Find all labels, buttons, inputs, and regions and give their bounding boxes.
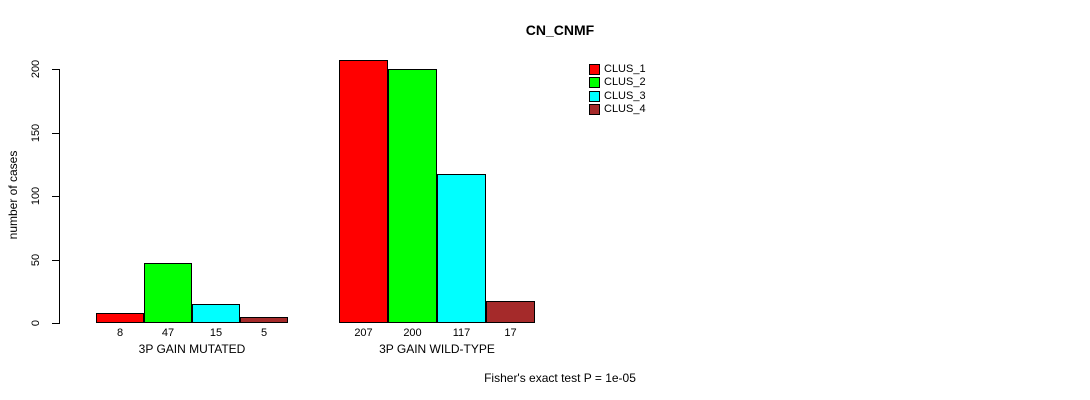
chart-title: CN_CNMF [525, 22, 595, 38]
y-axis-tick-label: 200 [30, 59, 42, 79]
bar [486, 301, 535, 323]
bar [437, 174, 486, 323]
bar [96, 312, 144, 323]
legend-item: CLUS_3 [589, 89, 646, 102]
legend-swatch [589, 77, 600, 89]
bar [240, 316, 288, 323]
x-axis-group-label: 3P GAIN WILD-TYPE [379, 342, 495, 356]
bar-value-label: 117 [452, 327, 471, 339]
legend-label: CLUS_2 [604, 76, 646, 89]
legend-label: CLUS_3 [604, 89, 646, 102]
y-axis-tick-label: 150 [30, 123, 42, 142]
y-axis-tick [52, 323, 59, 324]
bar-value-label: 200 [403, 327, 422, 339]
y-axis-tick-label: 0 [30, 319, 42, 327]
bar-value-label: 15 [209, 327, 223, 339]
bar-value-label: 207 [354, 327, 373, 339]
legend-swatch [589, 90, 600, 102]
bar-value-label: 5 [260, 327, 268, 339]
y-axis-tick [52, 69, 59, 70]
bar [192, 303, 240, 323]
legend-label: CLUS_4 [604, 103, 646, 116]
legend-item: CLUS_1 [589, 64, 646, 75]
legend-item: CLUS_2 [589, 76, 646, 89]
legend-swatch [589, 64, 600, 75]
legend-item: CLUS_4 [589, 103, 646, 116]
annotation-text: Fisher's exact test P = 1e-05 [484, 371, 636, 385]
y-axis-tick [52, 196, 59, 197]
y-axis-tick-label: 100 [30, 186, 42, 206]
bar-value-label: 8 [116, 327, 124, 339]
bar-value-label: 47 [161, 327, 175, 339]
bar [388, 69, 437, 323]
y-axis-tick-label: 50 [30, 253, 42, 266]
bar-value-label: 17 [504, 327, 517, 339]
bar [339, 60, 388, 323]
legend-label: CLUS_1 [604, 63, 646, 75]
x-axis-group-label: 3P GAIN MUTATED [138, 342, 246, 356]
y-axis-tick [52, 132, 59, 134]
y-axis-tick [52, 259, 59, 261]
y-axis-line [59, 69, 60, 324]
legend-swatch [589, 104, 600, 116]
bar [144, 263, 192, 323]
